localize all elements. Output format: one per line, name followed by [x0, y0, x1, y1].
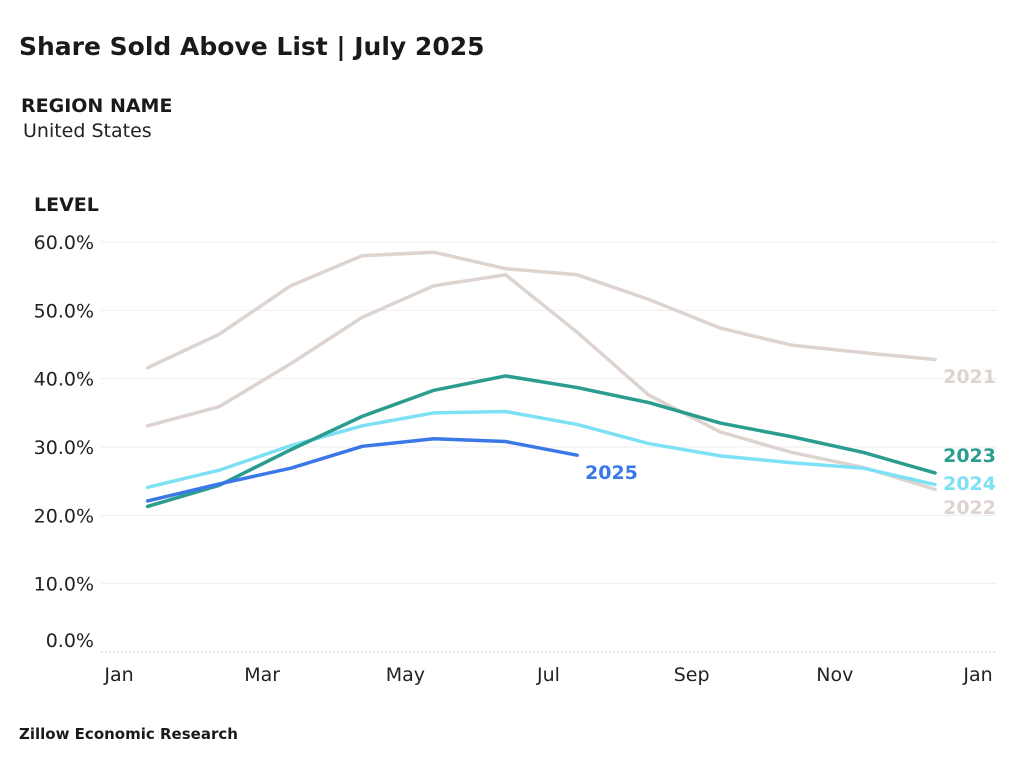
series-line-2024	[145, 409, 937, 490]
x-tick-label: Sep	[674, 664, 710, 686]
series-label-2022: 2022	[943, 497, 996, 519]
x-tick-label: May	[386, 664, 425, 686]
y-ticks: 0.0% 10.0% 20.0% 30.0% 40.0% 50.0% 60.0%	[34, 232, 94, 652]
region-label: REGION NAME	[21, 95, 173, 117]
series-lines	[145, 250, 937, 509]
series-line-2025	[145, 437, 579, 503]
x-tick-label: Jan	[103, 664, 133, 686]
y-tick-label: 0.0%	[46, 630, 94, 652]
x-tick-label: Mar	[244, 664, 280, 686]
y-tick-label: 60.0%	[34, 232, 94, 254]
y-tick-label: 50.0%	[34, 300, 94, 322]
series-labels: 2021 2022 2023 2024 2025	[585, 366, 996, 519]
series-label-2025: 2025	[585, 462, 638, 484]
series-label-2024: 2024	[943, 473, 996, 495]
y-tick-label: 10.0%	[34, 574, 94, 596]
series-line-2021	[145, 250, 937, 370]
series-label-2021: 2021	[943, 366, 996, 388]
x-tick-label: Nov	[816, 664, 853, 686]
series-line-2022	[145, 273, 937, 492]
footer-source: Zillow Economic Research	[19, 725, 238, 743]
x-ticks: Jan Mar May Jul Sep Nov Jan	[103, 664, 992, 686]
gridlines	[101, 241, 997, 653]
y-tick-label: 20.0%	[34, 505, 94, 527]
x-tick-label: Jan	[962, 664, 992, 686]
series-label-2023: 2023	[943, 445, 996, 467]
region-value: United States	[23, 120, 152, 142]
x-tick-label: Jul	[536, 664, 560, 686]
y-tick-label: 30.0%	[34, 437, 94, 459]
chart-title: Share Sold Above List | July 2025	[19, 32, 485, 61]
y-tick-label: 40.0%	[34, 369, 94, 391]
y-axis-label: LEVEL	[34, 194, 99, 216]
series-line-2023	[145, 374, 937, 509]
